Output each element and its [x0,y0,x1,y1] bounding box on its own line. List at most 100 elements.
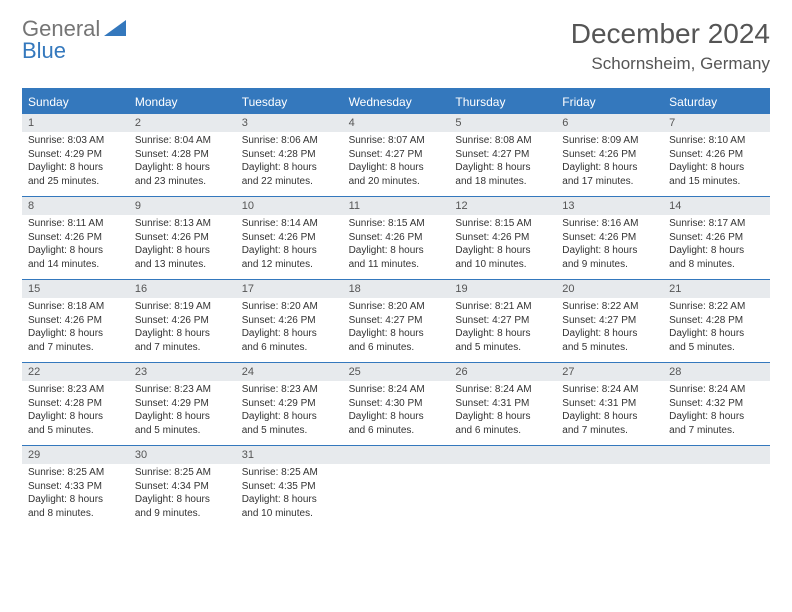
cell-ss: Sunset: 4:26 PM [349,231,444,245]
day-number: 26 [449,363,556,381]
calendar-cell: 11 Sunrise: 8:15 AMSunset: 4:26 PMDayligh… [343,197,450,279]
cell-d1: Daylight: 8 hours [28,327,123,341]
cell-body: Sunrise: 8:25 AMSunset: 4:35 PMDaylight:… [236,464,343,526]
cell-body: Sunrise: 8:08 AMSunset: 4:27 PMDaylight:… [449,132,556,194]
calendar-cell: 15Sunrise: 8:18 AMSunset: 4:26 PMDayligh… [22,280,129,362]
calendar-cell: 26Sunrise: 8:24 AMSunset: 4:31 PMDayligh… [449,363,556,445]
cell-body: Sunrise: 8:07 AMSunset: 4:27 PMDaylight:… [343,132,450,194]
cell-d1: Daylight: 8 hours [242,244,337,258]
cell-body: Sunrise: 8:18 AMSunset: 4:26 PMDaylight:… [22,298,129,360]
cell-d1: Daylight: 8 hours [349,410,444,424]
cell-sr: Sunrise: 8:23 AM [242,383,337,397]
cell-d2: and 12 minutes. [242,258,337,272]
calendar-cell: 6Sunrise: 8:09 AMSunset: 4:26 PMDaylight… [556,114,663,196]
cell-sr: Sunrise: 8:11 AM [28,217,123,231]
cell-ss: Sunset: 4:26 PM [669,231,764,245]
calendar-cell: 31Sunrise: 8:25 AMSunset: 4:35 PMDayligh… [236,446,343,528]
cell-body [663,464,770,472]
cell-d1: Daylight: 8 hours [455,161,550,175]
cell-ss: Sunset: 4:26 PM [455,231,550,245]
calendar-cell: 13Sunrise: 8:16 AMSunset: 4:26 PMDayligh… [556,197,663,279]
day-header: Tuesday [236,90,343,114]
day-header: Thursday [449,90,556,114]
cell-d1: Daylight: 8 hours [455,244,550,258]
cell-sr: Sunrise: 8:20 AM [242,300,337,314]
cell-d1: Daylight: 8 hours [455,327,550,341]
cell-body: Sunrise: 8:24 AMSunset: 4:31 PMDaylight:… [449,381,556,443]
cell-body: Sunrise: 8:20 AMSunset: 4:26 PMDaylight:… [236,298,343,360]
cell-sr: Sunrise: 8:24 AM [669,383,764,397]
cell-body: Sunrise: 8:19 AMSunset: 4:26 PMDaylight:… [129,298,236,360]
cell-sr: Sunrise: 8:10 AM [669,134,764,148]
day-number: 5 [449,114,556,132]
cell-d2: and 5 minutes. [28,424,123,438]
cell-ss: Sunset: 4:26 PM [562,148,657,162]
cell-d2: and 10 minutes. [242,507,337,521]
calendar-cell [556,446,663,528]
calendar-cell: 7Sunrise: 8:10 AMSunset: 4:26 PMDaylight… [663,114,770,196]
cell-d1: Daylight: 8 hours [135,161,230,175]
cell-ss: Sunset: 4:33 PM [28,480,123,494]
cell-d1: Daylight: 8 hours [242,493,337,507]
header: General Blue December 2024 Schornsheim, … [22,18,770,74]
calendar-cell: 29Sunrise: 8:25 AMSunset: 4:33 PMDayligh… [22,446,129,528]
calendar-cell: 17Sunrise: 8:20 AMSunset: 4:26 PMDayligh… [236,280,343,362]
cell-d2: and 5 minutes. [135,424,230,438]
cell-d1: Daylight: 8 hours [242,327,337,341]
cell-ss: Sunset: 4:26 PM [562,231,657,245]
cell-d2: and 6 minutes. [455,424,550,438]
cell-ss: Sunset: 4:28 PM [135,148,230,162]
cell-d1: Daylight: 8 hours [349,327,444,341]
cell-body: Sunrise: 8:24 AMSunset: 4:32 PMDaylight:… [663,381,770,443]
logo-line2: Blue [22,38,66,63]
cell-d2: and 5 minutes. [455,341,550,355]
cell-ss: Sunset: 4:31 PM [455,397,550,411]
cell-d2: and 7 minutes. [562,424,657,438]
cell-d1: Daylight: 8 hours [28,410,123,424]
cell-d2: and 6 minutes. [349,424,444,438]
cell-d1: Daylight: 8 hours [28,244,123,258]
cell-d2: and 7 minutes. [28,341,123,355]
day-header: Monday [129,90,236,114]
cell-d1: Daylight: 8 hours [349,244,444,258]
cell-sr: Sunrise: 8:25 AM [135,466,230,480]
cell-ss: Sunset: 4:26 PM [135,314,230,328]
calendar-cell [449,446,556,528]
calendar-cell: 19Sunrise: 8:21 AMSunset: 4:27 PMDayligh… [449,280,556,362]
cell-d2: and 5 minutes. [562,341,657,355]
cell-ss: Sunset: 4:27 PM [349,148,444,162]
cell-d1: Daylight: 8 hours [242,410,337,424]
day-number [449,446,556,464]
day-number: 22 [22,363,129,381]
cell-sr: Sunrise: 8:21 AM [455,300,550,314]
day-number: 20 [556,280,663,298]
cell-d2: and 25 minutes. [28,175,123,189]
day-number [343,446,450,464]
cell-d1: Daylight: 8 hours [455,410,550,424]
cell-ss: Sunset: 4:26 PM [28,314,123,328]
cell-ss: Sunset: 4:27 PM [349,314,444,328]
cell-d2: and 14 minutes. [28,258,123,272]
cell-ss: Sunset: 4:29 PM [242,397,337,411]
cell-sr: Sunrise: 8:22 AM [669,300,764,314]
calendar-week: 29Sunrise: 8:25 AMSunset: 4:33 PMDayligh… [22,446,770,528]
day-number: 9 [129,197,236,215]
cell-sr: Sunrise: 8:15 AM [349,217,444,231]
day-number: 27 [556,363,663,381]
day-number: 11 [343,197,450,215]
day-number: 19 [449,280,556,298]
calendar-cell: 23Sunrise: 8:23 AMSunset: 4:29 PMDayligh… [129,363,236,445]
calendar-cell: 21Sunrise: 8:22 AMSunset: 4:28 PMDayligh… [663,280,770,362]
calendar-cell: 5Sunrise: 8:08 AMSunset: 4:27 PMDaylight… [449,114,556,196]
calendar-cell: 25Sunrise: 8:24 AMSunset: 4:30 PMDayligh… [343,363,450,445]
cell-d1: Daylight: 8 hours [669,244,764,258]
calendar-cell: 20Sunrise: 8:22 AMSunset: 4:27 PMDayligh… [556,280,663,362]
calendar-cell [663,446,770,528]
cell-sr: Sunrise: 8:24 AM [455,383,550,397]
cell-sr: Sunrise: 8:15 AM [455,217,550,231]
cell-ss: Sunset: 4:26 PM [669,148,764,162]
day-number: 6 [556,114,663,132]
day-number: 16 [129,280,236,298]
cell-d2: and 8 minutes. [669,258,764,272]
calendar-cell: 30Sunrise: 8:25 AMSunset: 4:34 PMDayligh… [129,446,236,528]
